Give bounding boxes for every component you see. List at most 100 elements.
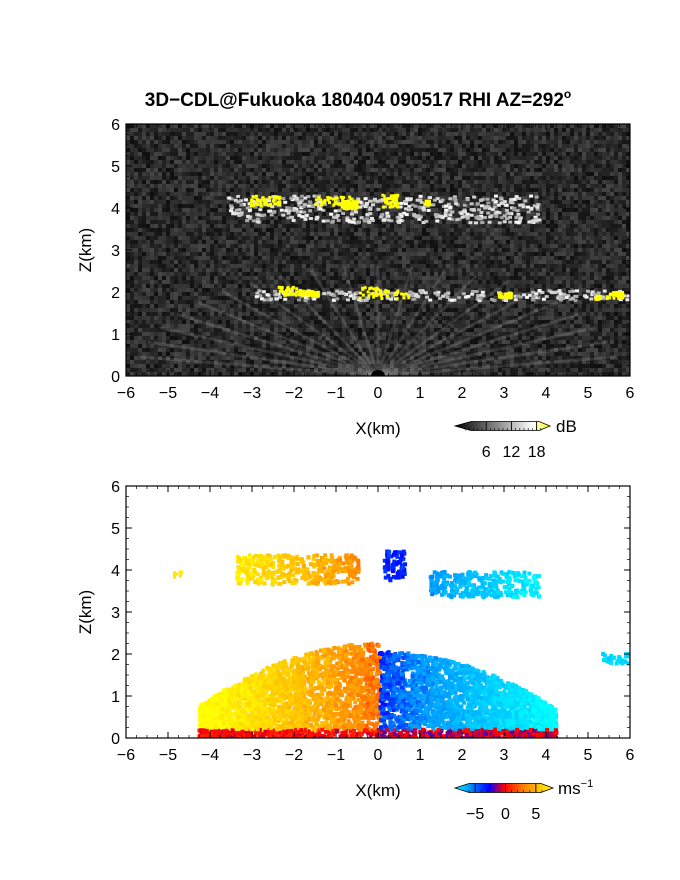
- intensity-noise-cell: [330, 156, 334, 160]
- intensity-noise-cell: [478, 220, 482, 224]
- intensity-noise-cell: [258, 192, 262, 196]
- intensity-noise-cell: [174, 168, 178, 172]
- intensity-noise-cell: [358, 224, 362, 228]
- intensity-noise-cell: [250, 168, 254, 172]
- intensity-noise-cell: [186, 132, 190, 136]
- intensity-noise-cell: [266, 264, 270, 268]
- intensity-noise-cell: [214, 144, 218, 148]
- intensity-noise-cell: [338, 168, 342, 172]
- intensity-noise-cell: [246, 280, 250, 284]
- intensity-noise-cell: [406, 240, 410, 244]
- intensity-noise-cell: [302, 244, 306, 248]
- intensity-noise-cell: [206, 216, 210, 220]
- intensity-noise-cell: [278, 140, 282, 144]
- intensity-noise-cell: [598, 216, 602, 220]
- intensity-noise-cell: [174, 188, 178, 192]
- intensity-noise-cell: [354, 180, 358, 184]
- intensity-noise-cell: [490, 212, 494, 216]
- intensity-noise-cell: [446, 196, 450, 200]
- intensity-noise-cell: [626, 228, 630, 232]
- intensity-noise-cell: [446, 124, 450, 128]
- intensity-noise-cell: [482, 264, 486, 268]
- intensity-noise-cell: [434, 268, 438, 272]
- intensity-noise-cell: [126, 124, 130, 128]
- intensity-noise-cell: [326, 128, 330, 132]
- intensity-noise-cell: [554, 268, 558, 272]
- intensity-noise-cell: [546, 236, 550, 240]
- intensity-noise-cell: [430, 156, 434, 160]
- intensity-noise-cell: [346, 224, 350, 228]
- intensity-noise-cell: [606, 132, 610, 136]
- intensity-noise-cell: [338, 280, 342, 284]
- intensity-noise-cell: [166, 280, 170, 284]
- intensity-noise-cell: [214, 208, 218, 212]
- intensity-noise-cell: [190, 276, 194, 280]
- intensity-noise-cell: [594, 252, 598, 256]
- intensity-noise-cell: [334, 144, 338, 148]
- intensity-noise-cell: [502, 256, 506, 260]
- intensity-noise-cell: [394, 188, 398, 192]
- intensity-noise-cell: [254, 192, 258, 196]
- intensity-noise-cell: [150, 252, 154, 256]
- intensity-noise-cell: [490, 128, 494, 132]
- intensity-noise-cell: [162, 204, 166, 208]
- intensity-noise-cell: [270, 280, 274, 284]
- intensity-noise-cell: [422, 240, 426, 244]
- intensity-noise-cell: [278, 216, 282, 220]
- intensity-noise-cell: [450, 200, 454, 204]
- intensity-noise-cell: [342, 164, 346, 168]
- intensity-noise-cell: [362, 256, 366, 260]
- intensity-noise-cell: [238, 188, 242, 192]
- intensity-noise-cell: [314, 144, 318, 148]
- intensity-noise-cell: [398, 252, 402, 256]
- intensity-noise-cell: [566, 184, 570, 188]
- intensity-noise-cell: [510, 236, 514, 240]
- intensity-noise-cell: [490, 124, 494, 128]
- intensity-noise-cell: [302, 264, 306, 268]
- intensity-noise-cell: [314, 224, 318, 228]
- intensity-noise-cell: [242, 128, 246, 132]
- intensity-noise-cell: [494, 172, 498, 176]
- intensity-noise-cell: [254, 216, 258, 220]
- intensity-noise-cell: [498, 232, 502, 236]
- intensity-noise-cell: [458, 224, 462, 228]
- intensity-noise-cell: [194, 144, 198, 148]
- intensity-noise-cell: [562, 272, 566, 276]
- intensity-noise-cell: [406, 272, 410, 276]
- intensity-noise-cell: [330, 188, 334, 192]
- intensity-noise-cell: [362, 216, 366, 220]
- intensity-noise-cell: [398, 240, 402, 244]
- intensity-noise-cell: [586, 236, 590, 240]
- intensity-noise-cell: [202, 176, 206, 180]
- intensity-noise-cell: [262, 140, 266, 144]
- intensity-noise-cell: [514, 188, 518, 192]
- intensity-noise-cell: [618, 180, 622, 184]
- intensity-noise-cell: [234, 240, 238, 244]
- intensity-noise-cell: [222, 260, 226, 264]
- intensity-noise-cell: [414, 168, 418, 172]
- intensity-noise-cell: [398, 172, 402, 176]
- intensity-noise-cell: [346, 132, 350, 136]
- intensity-noise-cell: [578, 148, 582, 152]
- intensity-noise-cell: [626, 240, 630, 244]
- intensity-noise-cell: [234, 160, 238, 164]
- intensity-noise-cell: [566, 156, 570, 160]
- intensity-noise-cell: [190, 224, 194, 228]
- intensity-noise-cell: [518, 128, 522, 132]
- intensity-noise-cell: [446, 212, 450, 216]
- intensity-noise-cell: [286, 204, 290, 208]
- intensity-noise-cell: [470, 192, 474, 196]
- intensity-noise-cell: [494, 252, 498, 256]
- intensity-noise-cell: [294, 148, 298, 152]
- intensity-noise-cell: [470, 236, 474, 240]
- intensity-noise-cell: [162, 216, 166, 220]
- intensity-noise-cell: [258, 180, 262, 184]
- intensity-noise-cell: [322, 148, 326, 152]
- intensity-noise-cell: [434, 200, 438, 204]
- intensity-noise-cell: [314, 136, 318, 140]
- intensity-noise-cell: [170, 164, 174, 168]
- intensity-noise-cell: [426, 248, 430, 252]
- intensity-noise-cell: [622, 212, 626, 216]
- intensity-noise-cell: [590, 256, 594, 260]
- intensity-noise-cell: [270, 276, 274, 280]
